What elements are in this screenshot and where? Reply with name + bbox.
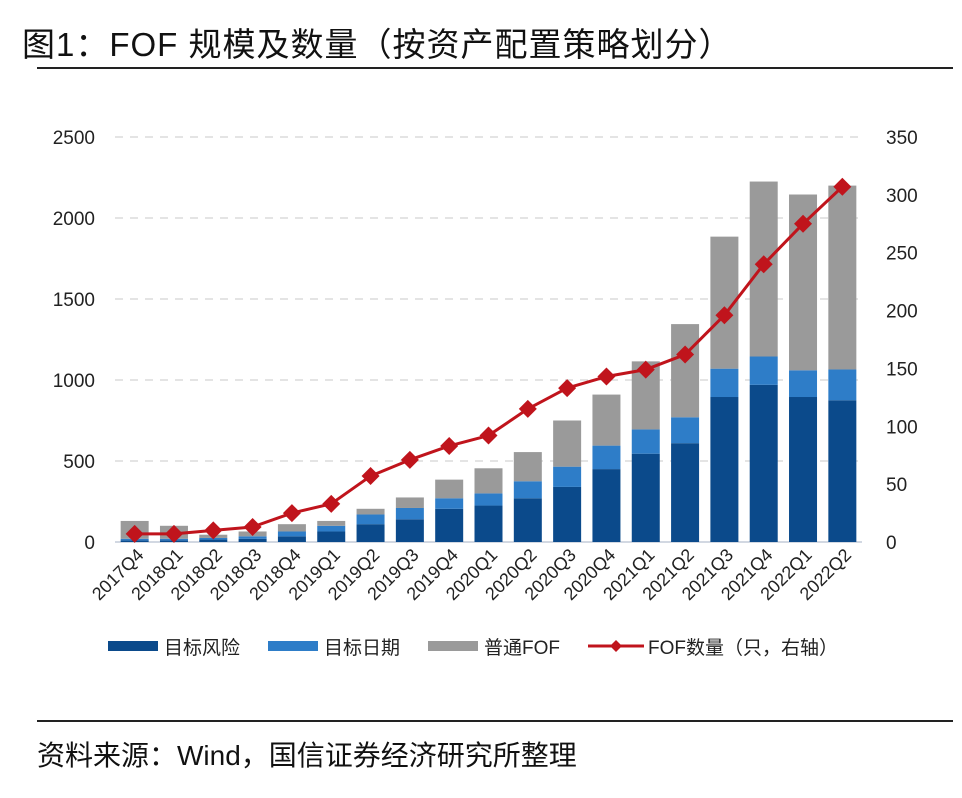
bar-target-risk	[789, 397, 818, 542]
left-axis-tick-label: 1000	[53, 371, 95, 392]
left-axis-tick-label: 2500	[53, 128, 95, 149]
bar-target-risk	[671, 443, 700, 542]
left-axis-tick-label: 1500	[53, 290, 95, 311]
count-marker	[204, 521, 223, 540]
bar-target-risk	[513, 498, 542, 542]
left-axis-ticks: 0 500 1000 1500 2000 2500	[53, 128, 95, 554]
line-diamond-icon	[588, 640, 645, 652]
bar-regular-fof	[277, 524, 306, 532]
right-axis-tick-label: 100	[886, 417, 918, 438]
chart-area: 0 500 1000 1500 2000 2500 0 50 100 150 200 250 300 3…	[53, 128, 918, 604]
bar-target-risk	[710, 397, 739, 542]
bar-target-date	[671, 417, 700, 444]
target-date-swatch-icon	[268, 641, 319, 651]
bar-regular-fof	[356, 508, 385, 515]
x-axis-ticks: 2017Q42018Q12018Q22018Q32018Q42019Q12019…	[88, 545, 855, 604]
legend-label: 普通FOF	[484, 637, 561, 659]
legend-label: 目标风险	[164, 637, 241, 659]
legend-label: FOF数量（只，右轴）	[648, 637, 839, 659]
bars	[120, 181, 857, 542]
bar-target-date	[592, 445, 621, 470]
bar-regular-fof	[592, 394, 621, 446]
bar-regular-fof	[317, 520, 346, 526]
bar-target-risk	[749, 384, 778, 542]
bar-target-risk	[277, 536, 306, 542]
bar-target-date	[474, 493, 503, 506]
legend-item-target-date: 目标日期	[268, 633, 400, 660]
bar-regular-fof	[474, 468, 503, 494]
regular-fof-swatch-icon	[428, 641, 479, 651]
legend-item-fof-count: FOF数量（只，右轴）	[588, 633, 838, 660]
count-marker	[715, 306, 734, 325]
count-marker	[636, 360, 655, 379]
count-marker	[322, 494, 341, 513]
legend-item-regular-fof: 普通FOF	[428, 633, 560, 660]
bar-regular-fof	[395, 497, 424, 508]
count-marker	[518, 399, 537, 418]
bar-target-date	[277, 531, 306, 537]
bar-target-date	[710, 368, 739, 398]
bar-regular-fof	[828, 185, 857, 370]
count-marker	[282, 504, 301, 523]
bar-target-date	[435, 498, 464, 509]
right-axis-tick-label: 200	[886, 302, 918, 323]
right-axis-tick-label: 150	[886, 359, 918, 380]
bar-target-risk	[474, 505, 503, 542]
legend-label: 目标日期	[324, 637, 401, 659]
right-axis-tick-label: 0	[886, 533, 897, 554]
target-risk-swatch-icon	[108, 641, 158, 651]
right-axis-tick-label: 250	[886, 244, 918, 265]
bar-target-date	[553, 466, 582, 487]
bar-target-risk	[199, 539, 228, 542]
source-note: 资料来源：Wind，国信证券经济研究所整理	[37, 740, 577, 771]
count-marker	[400, 450, 419, 469]
left-axis-tick-label: 0	[84, 533, 95, 554]
bar-target-risk	[828, 400, 857, 542]
figure-title: 图1：FOF 规模及数量（按资产配置策略划分）	[22, 26, 733, 63]
count-marker	[794, 214, 813, 233]
top-rule	[37, 67, 953, 69]
count-marker	[440, 436, 459, 455]
bar-target-date	[631, 429, 660, 454]
bar-regular-fof	[671, 324, 700, 418]
bar-regular-fof	[553, 420, 582, 467]
bar-regular-fof	[513, 452, 542, 482]
bar-target-date	[749, 356, 778, 385]
bar-target-risk	[317, 531, 346, 542]
bar-target-date	[356, 514, 385, 525]
count-marker	[361, 467, 380, 486]
count-marker	[125, 524, 144, 543]
legend-item-target-risk: 目标风险	[108, 633, 240, 660]
legend: 目标风险 目标日期 普通FOF FOF数量（只，右轴）	[108, 632, 866, 660]
bar-target-risk	[395, 519, 424, 542]
bar-regular-fof	[435, 479, 464, 499]
right-axis-tick-label: 350	[886, 128, 918, 149]
count-marker	[479, 426, 498, 445]
bar-target-risk	[592, 469, 621, 542]
bar-target-risk	[631, 453, 660, 542]
bar-target-risk	[238, 538, 267, 542]
count-marker	[164, 524, 183, 543]
left-axis-tick-label: 2000	[53, 209, 95, 230]
count-marker	[558, 379, 577, 398]
bar-target-date	[395, 507, 424, 520]
bar-target-date	[317, 525, 346, 532]
left-axis-tick-label: 500	[63, 452, 95, 473]
count-marker	[676, 345, 695, 364]
count-marker	[833, 177, 852, 196]
bar-target-risk	[553, 486, 582, 542]
bar-target-risk	[356, 524, 385, 542]
right-axis-ticks: 0 50 100 150 200 250 300 350	[886, 128, 918, 554]
bar-target-date	[828, 369, 857, 401]
bar-target-date	[238, 536, 267, 539]
bar-target-date	[789, 370, 818, 398]
bar-target-date	[513, 481, 542, 499]
right-axis-tick-label: 50	[886, 475, 907, 496]
count-line-series	[125, 177, 852, 543]
right-axis-tick-label: 300	[886, 186, 918, 207]
bottom-rule	[37, 720, 953, 722]
count-marker	[597, 367, 616, 386]
count-marker	[243, 517, 262, 536]
bar-target-risk	[435, 508, 464, 542]
